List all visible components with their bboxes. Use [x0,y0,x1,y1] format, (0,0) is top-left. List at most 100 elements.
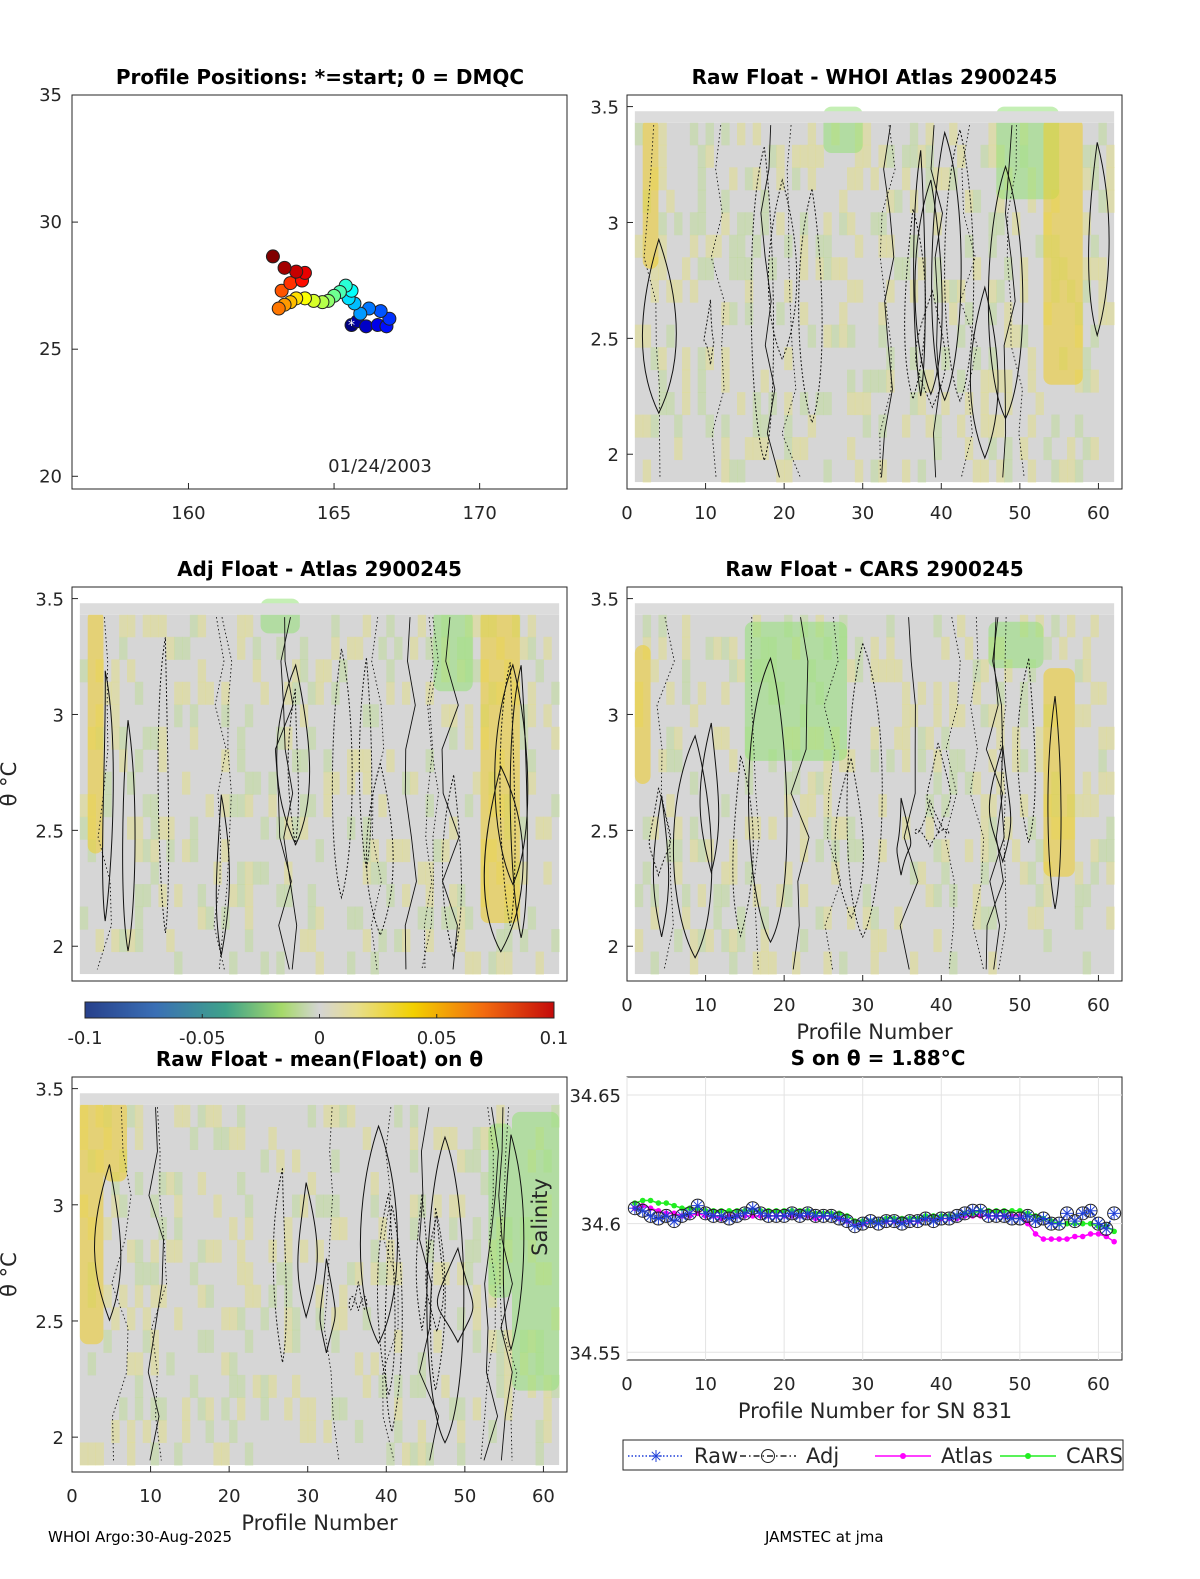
adj-atlas-cell [197,884,207,908]
raw-cars-cell [933,704,942,728]
raw-whoi-cell [752,234,762,258]
adj-atlas-cell [182,681,191,705]
point-raw [880,1215,893,1228]
raw-cars-cell [949,749,958,773]
point-adj [950,1208,964,1223]
raw-cars-cell [917,681,927,705]
raw-cars-cell [1019,861,1029,885]
raw-mean-contour-line [323,1107,340,1461]
raw-whoi-cell [870,459,879,483]
raw-cars-title: Raw Float - CARS 2900245 [725,557,1023,581]
raw-cars-contour [748,656,788,944]
raw-whoi-cell [1027,347,1037,371]
raw-whoi-cell [988,302,997,326]
raw-mean-cell [174,1307,183,1331]
adj-atlas-cell [221,839,230,863]
adj-atlas-cell [134,929,144,953]
raw-cars-cell [941,839,950,863]
raw-mean-cell [197,1104,207,1128]
raw-mean-cell [158,1284,167,1308]
adj-atlas-cell [519,929,529,953]
raw-mean-cell [354,1419,364,1443]
raw-cars-cell [1098,726,1107,750]
point-raw [801,1207,814,1220]
raw-mean-cell [504,1374,513,1398]
adj-atlas-cell [221,749,230,773]
raw-cars-cell [1035,749,1044,773]
raw-whoi-cell [697,392,707,416]
raw-mean-yellow-patch [103,1100,127,1182]
raw-mean-cell [394,1262,403,1286]
point-raw [1068,1215,1081,1228]
raw-cars-cell [941,726,950,750]
raw-mean-cell [205,1397,214,1421]
raw-whoi-cell [988,369,997,393]
raw-whoi-cell [721,414,730,438]
raw-mean-cell [417,1374,427,1398]
adj-atlas-cell [519,726,529,750]
legend-marker-atlas [900,1453,906,1459]
positions-xtick-label: 160 [171,503,205,524]
adj-atlas-cell [237,636,246,660]
point-adj [667,1214,682,1229]
adj-atlas-cell [551,794,560,818]
adj-atlas-cell [276,951,285,975]
raw-whoi-cell [792,167,801,191]
raw-whoi-cell [713,234,722,258]
raw-mean-cell [472,1329,482,1353]
raw-cars-cell [760,906,769,930]
adj-atlas-cell [457,906,466,930]
raw-whoi-cell [737,122,746,146]
raw-cars-cell [996,681,1005,705]
adj-atlas-cell [378,861,387,885]
adj-atlas-cell [315,681,324,705]
raw-whoi-cell [996,279,1005,303]
point-adj [1067,1214,1082,1229]
raw-cars-cell [902,681,911,705]
raw-cars-cell [949,704,958,728]
raw-mean-cell [276,1149,285,1173]
adj-atlas-cell [378,929,387,953]
raw-cars-cell [815,906,824,930]
raw-mean-cell [441,1374,450,1398]
point-raw [1092,1217,1105,1230]
raw-whoi-cell [988,144,997,168]
raw-whoi-cell [996,369,1005,393]
raw-whoi-cell [980,414,989,438]
raw-mean-cell [394,1329,403,1353]
position-point [283,276,298,291]
raw-whoi-contour [913,150,926,397]
adj-atlas-cell [519,636,529,660]
adj-atlas-cell [244,929,254,953]
raw-whoi-cell [1035,392,1044,416]
adj-atlas-cell [166,929,175,953]
raw-cars-cell [1106,726,1115,750]
s-ytick-label: 34.65 [569,1086,621,1107]
raw-whoi-cell [697,369,707,393]
raw-cars-cell [854,839,864,863]
raw-cars-cell [1051,614,1060,638]
point-cars [671,1202,677,1209]
raw-mean-cell [158,1172,167,1196]
adj-atlas-cell [158,726,167,750]
adj-atlas-cell [119,614,128,638]
raw-mean-cell [142,1307,152,1331]
raw-mean-contour-line [480,1107,496,1461]
point-raw [1108,1207,1121,1220]
raw-whoi-cell [964,392,974,416]
raw-cars-cell [784,861,793,885]
raw-cars-cell [1090,839,1099,863]
raw-cars-cell [658,636,667,660]
raw-whoi-cell [878,302,887,326]
raw-whoi-cell [650,279,659,303]
raw-whoi-cell [776,144,785,168]
adj-atlas-cell [504,951,513,975]
adj-atlas-cell [551,681,560,705]
raw-mean-cell [449,1397,458,1421]
raw-whoi-contour [904,208,926,401]
adj-atlas-cell [378,794,387,818]
adj-atlas-cell [244,704,254,728]
point-raw [754,1207,767,1220]
position-point [277,260,292,275]
raw-whoi-cell [674,437,683,461]
